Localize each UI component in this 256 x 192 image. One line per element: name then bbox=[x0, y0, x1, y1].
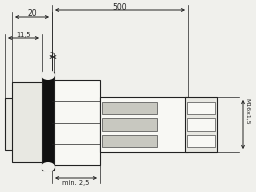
Ellipse shape bbox=[41, 162, 55, 172]
Text: 11,5: 11,5 bbox=[16, 32, 31, 38]
Text: min. 2,5: min. 2,5 bbox=[62, 180, 90, 186]
Bar bbox=[42, 72, 54, 170]
Ellipse shape bbox=[41, 70, 55, 80]
Bar bbox=[187, 102, 215, 114]
Text: 20: 20 bbox=[27, 9, 37, 18]
Bar bbox=[102, 118, 157, 131]
Bar bbox=[187, 118, 215, 131]
Bar bbox=[5, 98, 13, 150]
Bar bbox=[12, 82, 44, 162]
Text: M16x1,5: M16x1,5 bbox=[244, 98, 250, 124]
Bar bbox=[102, 135, 157, 147]
Bar bbox=[52, 80, 100, 165]
Text: 2: 2 bbox=[50, 52, 54, 58]
Bar bbox=[187, 135, 215, 147]
Text: 500: 500 bbox=[113, 2, 127, 12]
Bar bbox=[100, 97, 188, 152]
Bar bbox=[102, 102, 157, 114]
Bar bbox=[185, 97, 217, 152]
